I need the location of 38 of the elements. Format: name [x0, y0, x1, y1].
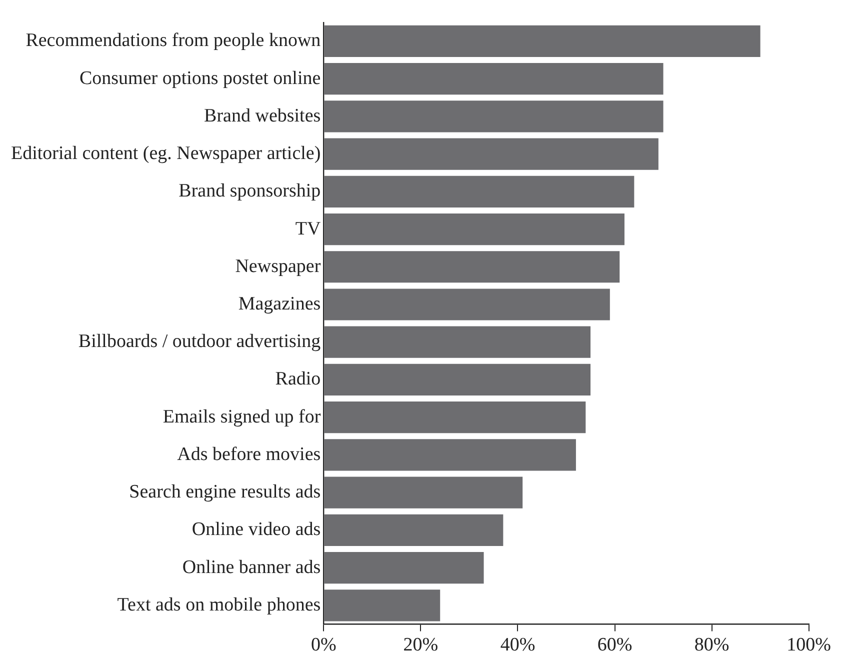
- y-tick-label: Radio: [275, 368, 321, 390]
- bar: [324, 63, 664, 95]
- y-tick-label: Billboards / outdoor advertising: [78, 331, 322, 352]
- bar: [324, 138, 658, 170]
- bar: [324, 552, 484, 584]
- x-tick-label: 60%: [597, 634, 632, 656]
- y-tick-label: Recommendations from people known: [26, 30, 322, 52]
- bar: [324, 514, 504, 546]
- bar: [324, 288, 610, 320]
- x-tick-label: 80%: [694, 634, 730, 656]
- x-tick-label: 40%: [500, 634, 536, 656]
- bar: [324, 402, 586, 434]
- y-tick-label: Magazines: [238, 293, 321, 314]
- y-tick-label: Ads before movies: [177, 444, 321, 465]
- bar: [324, 364, 591, 396]
- y-tick-label: Brand sponsorship: [178, 180, 321, 202]
- y-tick-label: Brand websites: [204, 105, 321, 126]
- bar: [324, 590, 440, 622]
- x-tick-label: 20%: [403, 634, 438, 656]
- y-tick-label: Newspaper: [235, 256, 322, 277]
- x-tick-label: 100%: [786, 634, 832, 656]
- bar: [324, 476, 523, 508]
- bar: [324, 176, 634, 208]
- bar: [324, 213, 624, 246]
- y-tick-label: Online video ads: [192, 519, 321, 540]
- x-tick-label: 0%: [311, 634, 337, 656]
- bar: [324, 100, 664, 132]
- y-tick-label: TV: [295, 218, 321, 240]
- y-tick-label: Emails signed up for: [162, 406, 322, 428]
- bar: [324, 251, 620, 283]
- bar: [324, 326, 591, 358]
- y-tick-label: Consumer options postet online: [79, 68, 321, 89]
- y-tick-label: Search engine results ads: [129, 482, 321, 503]
- y-tick-label: Online banner ads: [182, 556, 321, 578]
- y-tick-label: Text ads on mobile phones: [117, 594, 321, 616]
- bar: [324, 439, 576, 471]
- y-tick-label: Editorial content (eg. Newspaper article): [10, 143, 321, 164]
- bar: [324, 25, 760, 58]
